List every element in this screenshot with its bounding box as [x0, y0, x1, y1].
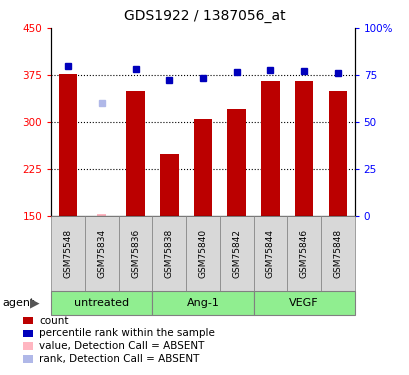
Text: untreated: untreated — [74, 298, 129, 308]
Text: GSM75838: GSM75838 — [164, 228, 173, 278]
Bar — [193, 119, 212, 216]
Text: value, Detection Call = ABSENT: value, Detection Call = ABSENT — [39, 341, 204, 351]
Text: GDS1922 / 1387056_at: GDS1922 / 1387056_at — [124, 9, 285, 23]
Text: GSM75834: GSM75834 — [97, 228, 106, 278]
Text: GSM75842: GSM75842 — [231, 229, 240, 278]
Bar — [59, 74, 77, 216]
Text: GSM75836: GSM75836 — [131, 228, 140, 278]
Bar — [227, 110, 245, 216]
Bar — [328, 91, 346, 216]
Bar — [294, 81, 312, 216]
Bar — [126, 91, 144, 216]
Text: GSM75840: GSM75840 — [198, 228, 207, 278]
Text: count: count — [39, 316, 68, 326]
Text: agent: agent — [2, 298, 34, 308]
Text: ▶: ▶ — [30, 296, 39, 309]
Text: rank, Detection Call = ABSENT: rank, Detection Call = ABSENT — [39, 354, 199, 364]
Text: GSM75548: GSM75548 — [63, 228, 72, 278]
Text: percentile rank within the sample: percentile rank within the sample — [39, 328, 214, 338]
Text: Ang-1: Ang-1 — [186, 298, 219, 308]
Text: GSM75846: GSM75846 — [299, 228, 308, 278]
Text: VEGF: VEGF — [289, 298, 318, 308]
Bar — [261, 81, 279, 216]
Bar — [160, 154, 178, 216]
Bar — [97, 214, 106, 216]
Text: GSM75844: GSM75844 — [265, 229, 274, 278]
Text: GSM75848: GSM75848 — [333, 228, 342, 278]
